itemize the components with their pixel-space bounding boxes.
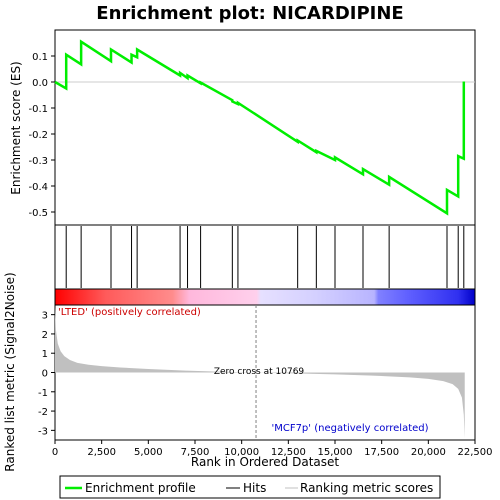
metric-y-axis-label: Ranked list metric (Signal2Noise) (3, 272, 17, 471)
x-tick-label: 5,000 (134, 447, 163, 458)
positive-label: 'LTED' (positively correlated) (58, 307, 201, 318)
negative-label: 'MCF7p' (negatively correlated) (271, 423, 428, 434)
zero-cross-label: Zero cross at 10769 (214, 367, 305, 377)
metric-x-axis: 0 2,500 5,000 7,500 10,000 12,500 15,000 17,500… (52, 440, 493, 458)
hit-marks (65, 226, 465, 288)
ranking-gradient (54, 288, 476, 306)
x-tick-label: 17,500 (364, 447, 399, 458)
chart-title: Enrichment plot: NICARDIPINE (96, 3, 403, 24)
metric-y-tick-label: 1 (42, 349, 48, 360)
x-tick-label: 12,500 (271, 447, 306, 458)
x-tick-label: 2,500 (87, 447, 116, 458)
metric-y-axis: 3 2 1 0 -1 -2 -3 (38, 311, 55, 437)
legend: Enrichment profile Hits Ranking metric s… (59, 475, 441, 499)
es-panel: 0.1 0.0 -0.1 -0.2 -0.3 -0.4 -0.5 Enrichment sc… (9, 29, 476, 226)
x-tick-label: 20,000 (411, 447, 446, 458)
x-tick-label: 22,500 (458, 447, 493, 458)
enrichment-profile-line (54, 39, 466, 216)
legend-enrichment-label: Enrichment profile (85, 481, 196, 495)
es-y-tick-label: -0.3 (28, 156, 48, 167)
legend-hits-label: Hits (243, 481, 266, 495)
metric-y-tick-label: 3 (42, 311, 48, 322)
metric-panel: 3 2 1 0 -1 -2 -3 0 2,500 5,000 7,500 10,000 12,500 1… (3, 272, 493, 471)
metric-y-tick-label: -3 (38, 426, 48, 437)
legend-metric-label: Ranking metric scores (300, 481, 433, 495)
legend-box (59, 475, 441, 499)
ranking-color-bar (54, 288, 476, 306)
es-y-tick-label: 0.1 (32, 52, 48, 63)
hits-area (54, 224, 476, 290)
es-y-tick-label: -0.4 (28, 182, 48, 193)
metric-y-tick-label: -2 (38, 407, 48, 418)
es-y-tick-label: -0.5 (28, 208, 48, 219)
x-tick-label: 10,000 (224, 447, 259, 458)
es-y-tick-label: -0.1 (28, 104, 48, 115)
ranking-metric-area (55, 306, 465, 439)
metric-y-tick-label: 2 (42, 330, 48, 341)
es-plot-area (54, 29, 476, 226)
es-y-axis: 0.1 0.0 -0.1 -0.2 -0.3 -0.4 -0.5 (28, 52, 55, 219)
es-y-axis-label: Enrichment score (ES) (9, 61, 23, 194)
x-tick-label: 7,500 (181, 447, 210, 458)
metric-y-tick-label: 0 (42, 369, 48, 380)
x-tick-label: 0 (52, 447, 58, 458)
x-tick-label: 15,000 (318, 447, 353, 458)
es-y-tick-label: -0.2 (28, 130, 48, 141)
es-y-tick-label: 0.0 (32, 78, 48, 89)
hits-panel (54, 224, 476, 290)
metric-x-axis-label: Rank in Ordered Dataset (191, 455, 339, 469)
metric-y-tick-label: -1 (38, 388, 48, 399)
